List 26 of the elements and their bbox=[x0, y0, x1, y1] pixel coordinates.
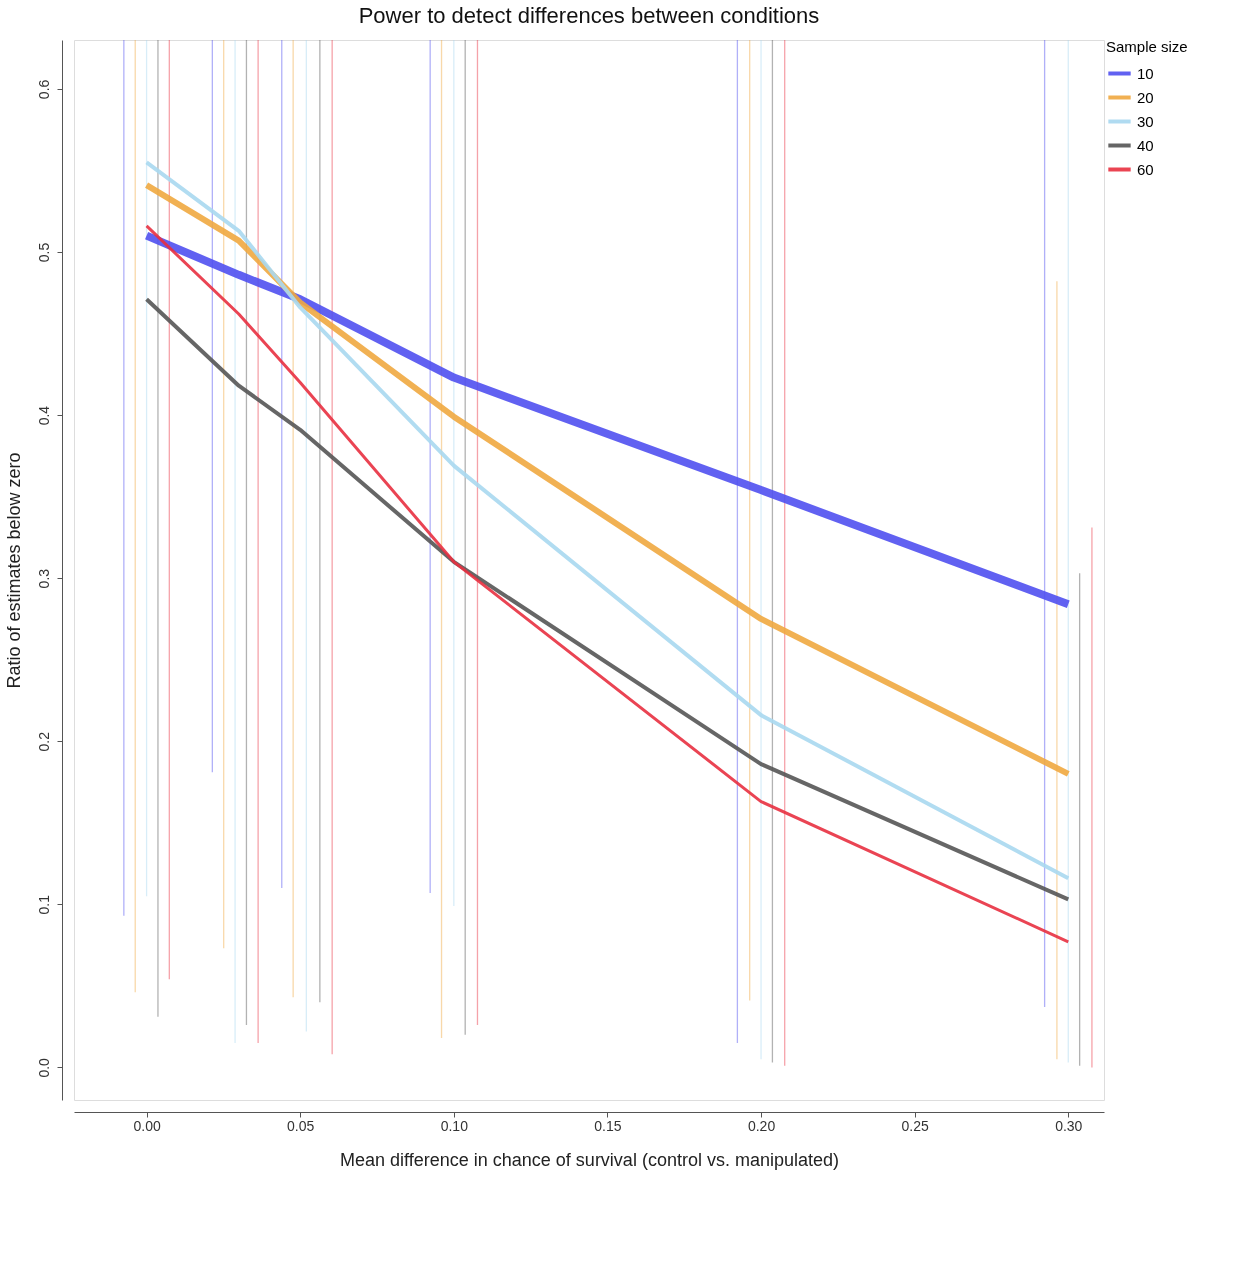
line-series bbox=[144, 297, 1071, 902]
x-tick-label: 0.10 bbox=[440, 1117, 469, 1134]
x-tick-label: 0.05 bbox=[287, 1117, 315, 1134]
line-series bbox=[144, 160, 1071, 881]
line-series bbox=[145, 224, 1070, 944]
y-tick-label: 0.3 bbox=[35, 568, 52, 589]
legend-title: Sample size bbox=[1106, 38, 1188, 55]
y-tick-label: 0.5 bbox=[35, 242, 52, 263]
x-tick-label: 0.30 bbox=[1055, 1117, 1083, 1134]
y-tick-label: 0.2 bbox=[35, 731, 52, 752]
x-axis-title: Mean difference in chance of survival (control vs. manipulated) bbox=[340, 1149, 839, 1170]
legend-label: 30 bbox=[1137, 112, 1154, 130]
y-tick-label: 0.1 bbox=[35, 894, 52, 915]
chart-title: Power to detect differences between conditions bbox=[358, 3, 820, 28]
y-tick-label: 0.4 bbox=[35, 405, 52, 426]
x-tick-label: 0.15 bbox=[594, 1117, 622, 1134]
legend-label: 10 bbox=[1137, 64, 1154, 82]
y-tick-label: 0.0 bbox=[35, 1057, 52, 1078]
legend-label: 20 bbox=[1137, 88, 1154, 106]
x-tick-label: 0.25 bbox=[901, 1117, 929, 1134]
y-axis-title: Ratio of estimates below zero bbox=[3, 452, 24, 689]
legend-label: 40 bbox=[1137, 136, 1154, 154]
y-tick-label: 0.6 bbox=[35, 79, 52, 100]
legend-label: 60 bbox=[1137, 160, 1154, 178]
x-tick-label: 0.00 bbox=[133, 1117, 161, 1134]
x-tick-label: 0.20 bbox=[747, 1117, 776, 1134]
